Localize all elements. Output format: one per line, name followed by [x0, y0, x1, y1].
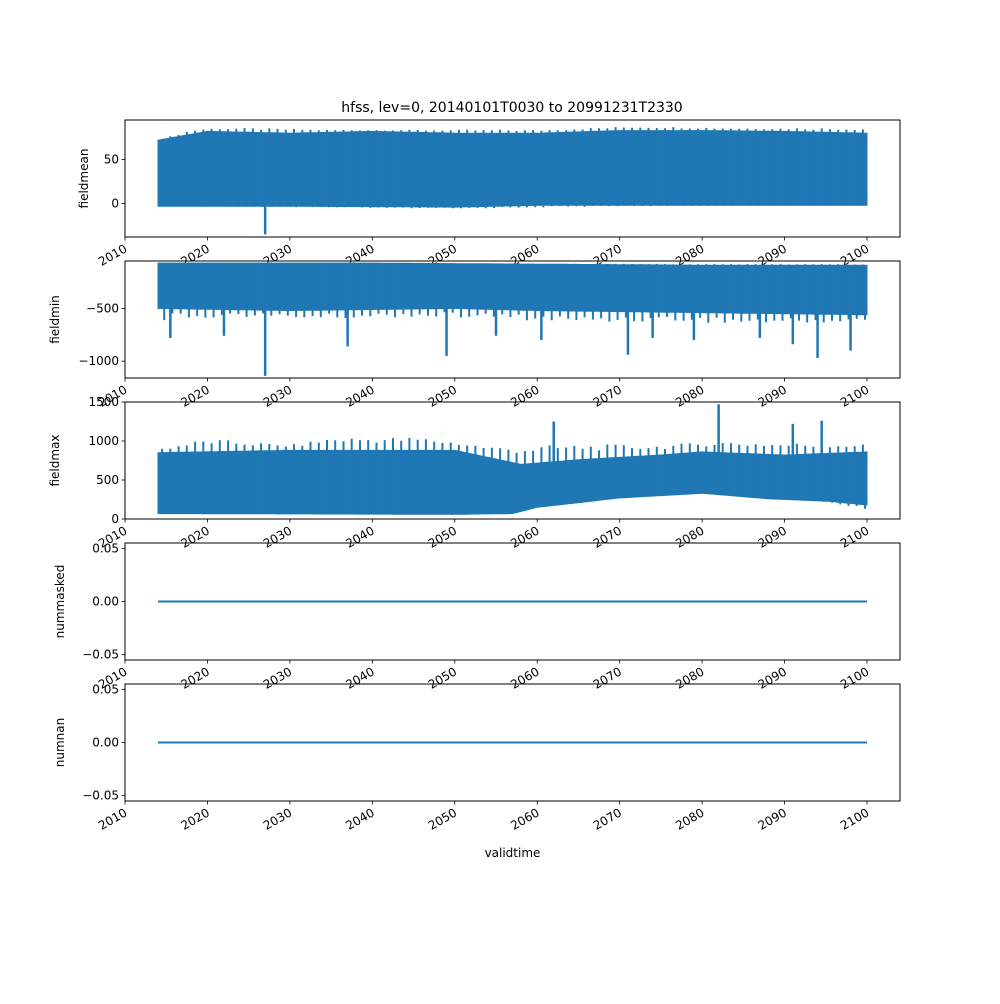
ytick-label-numnan-2: −0.05: [82, 789, 119, 803]
ytick-label-fieldmean-1: 50: [104, 153, 119, 167]
series-cycles-fieldmean: [161, 127, 866, 209]
plot-area-fieldmax: [157, 404, 868, 515]
xtick-label-fieldmax-5: 2060: [508, 523, 541, 550]
axes-frame-fieldmax: [124, 401, 901, 520]
xtick-label-fieldmax-6: 2070: [591, 523, 624, 550]
xtick-label-fieldmax-3: 2040: [343, 523, 376, 550]
axes-frame-fieldmean: [124, 119, 901, 238]
ytick-label-nummasked-1: 0.00: [92, 595, 119, 609]
ylabel-fieldmax: fieldmax: [48, 434, 62, 486]
ytick-label-fieldmax-2: 1000: [88, 434, 119, 448]
xtick-label-numnan-4: 2050: [426, 805, 459, 832]
axes-frame-fieldmin: [124, 260, 901, 379]
xtick-label-fieldmin-6: 2070: [591, 382, 624, 409]
xtick-label-numnan-6: 2070: [591, 805, 624, 832]
xtick-label-nummasked-2: 2030: [261, 664, 294, 691]
xtick-label-fieldmin-7: 2080: [673, 382, 706, 409]
xtick-label-nummasked-4: 2050: [426, 664, 459, 691]
ylabel-nummasked: nummasked: [53, 565, 67, 639]
xtick-label-fieldmin-5: 2060: [508, 382, 541, 409]
xtick-label-nummasked-7: 2080: [673, 664, 706, 691]
ytick-label-numnan-1: 0.00: [92, 736, 119, 750]
ylabel-fieldmin: fieldmin: [48, 295, 62, 344]
xtick-label-numnan-1: 2020: [178, 805, 211, 832]
ytick-label-fieldmin-0: −500: [86, 301, 119, 315]
ytick-label-nummasked-2: −0.05: [82, 648, 119, 662]
xtick-label-fieldmin-1: 2020: [178, 382, 211, 409]
ylabel-fieldmean: fieldmean: [77, 149, 91, 209]
xtick-label-fieldmean-0: 2010: [96, 241, 129, 268]
xlabel: validtime: [485, 846, 541, 860]
plot-area-fieldmean: [157, 127, 868, 235]
figure-title: hfss, lev=0, 20140101T0030 to 20991231T2…: [341, 100, 682, 116]
xtick-label-numnan-9: 2100: [838, 805, 871, 832]
xtick-label-numnan-3: 2040: [343, 805, 376, 832]
series-cycles-fieldmax: [161, 438, 866, 515]
ytick-label-fieldmin-1: −1000: [78, 354, 119, 368]
series-band-fieldmax: [157, 449, 868, 515]
ytick-label-nummasked-0: 0.05: [92, 541, 119, 555]
xtick-label-numnan-8: 2090: [756, 805, 789, 832]
xtick-label-fieldmax-9: 2100: [838, 523, 871, 550]
xtick-label-fieldmax-1: 2020: [178, 523, 211, 550]
xtick-label-nummasked-3: 2040: [343, 664, 376, 691]
ytick-label-fieldmax-0: 0: [111, 512, 119, 526]
series-cycles-fieldmin: [161, 263, 866, 323]
xtick-label-fieldmin-2: 2030: [261, 382, 294, 409]
xtick-label-nummasked-5: 2060: [508, 664, 541, 691]
ytick-label-fieldmax-3: 1500: [88, 395, 119, 409]
xtick-label-nummasked-9: 2100: [838, 664, 871, 691]
xtick-label-nummasked-6: 2070: [591, 664, 624, 691]
xtick-label-numnan-2: 2030: [261, 805, 294, 832]
series-band-fieldmean: [157, 130, 868, 208]
ytick-label-numnan-0: 0.05: [92, 682, 119, 696]
xtick-label-fieldmax-7: 2080: [673, 523, 706, 550]
xtick-label-fieldmin-4: 2050: [426, 382, 459, 409]
panels: 0 50 2010 2020 2030 2040 2050 2060 2070 2080 2090 2…: [48, 119, 901, 860]
xtick-label-fieldmax-4: 2050: [426, 523, 459, 550]
ylabel-numnan: numnan: [53, 718, 67, 767]
series-band-fieldmin: [157, 262, 868, 316]
xtick-label-numnan-0: 2010: [96, 805, 129, 832]
xtick-label-nummasked-8: 2090: [756, 664, 789, 691]
xtick-label-nummasked-1: 2020: [178, 664, 211, 691]
ytick-label-fieldmean-0: 0: [111, 197, 119, 211]
panel-numnan: 0.05 0.00 −0.05 2010 2020 2030 2040 2050 2060 207…: [53, 682, 901, 860]
xtick-label-numnan-5: 2060: [508, 805, 541, 832]
plot-area-fieldmin: [157, 262, 868, 376]
xtick-label-fieldmax-8: 2090: [756, 523, 789, 550]
xtick-label-fieldmin-8: 2090: [756, 382, 789, 409]
ytick-label-fieldmax-1: 500: [96, 473, 119, 487]
xtick-label-fieldmax-2: 2030: [261, 523, 294, 550]
xtick-label-fieldmin-3: 2040: [343, 382, 376, 409]
xtick-label-numnan-7: 2080: [673, 805, 706, 832]
xtick-label-fieldmin-9: 2100: [838, 382, 871, 409]
